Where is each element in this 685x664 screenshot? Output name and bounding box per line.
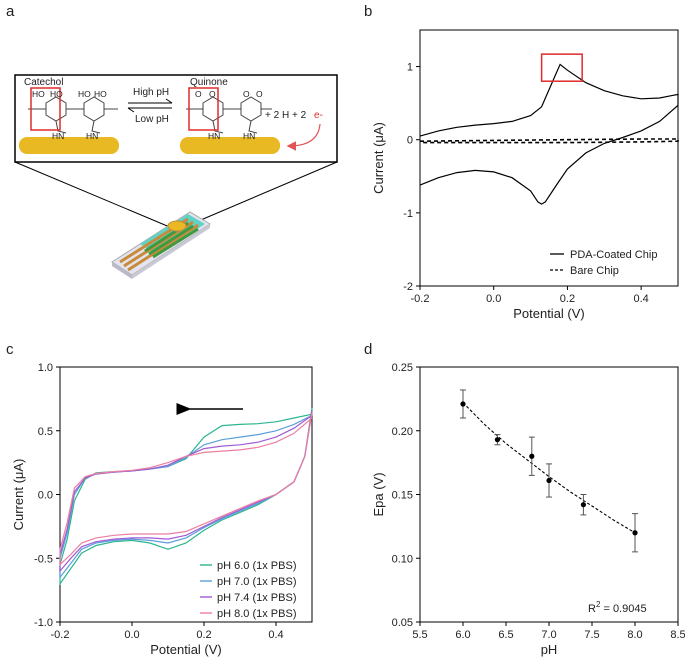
x-tick-label: -0.2 — [411, 293, 430, 305]
quinone-structure — [186, 96, 272, 134]
catechol-label: Catechol — [24, 77, 63, 88]
electrode-right — [180, 137, 280, 154]
y-axis-label: Current (μA) — [371, 122, 386, 194]
x-tick-label: 0.2 — [196, 629, 211, 641]
high-ph-label: High pH — [133, 87, 169, 98]
y-tick-label: -1 — [403, 208, 413, 220]
y-tick-label: 0.5 — [38, 426, 53, 438]
data-point — [529, 453, 535, 459]
data-point — [580, 502, 587, 508]
amine-label-1: HN — [52, 131, 64, 141]
reverse-arrow-head — [127, 107, 135, 113]
r-squared-value: = 0.9045 — [600, 603, 646, 615]
panel-label-a: a — [6, 3, 15, 20]
y-axis-label: Current (μA) — [11, 459, 26, 531]
oxo-label-4: O — [256, 89, 263, 99]
chart-b-cv-pda: -0.2 0.0 0.2 0.4 -2 -1 0 1 Potential (V) Current … — [371, 29, 679, 321]
panel-label-b: b — [364, 3, 372, 20]
legend-entry: pH 6.0 (1x PBS) — [217, 560, 296, 572]
hydroxyl-label-3: HO — [78, 89, 91, 99]
panel-label-c: c — [6, 341, 14, 358]
hydroxyl-label-2: HO — [50, 89, 63, 99]
legend-entry: pH 7.0 (1x PBS) — [217, 576, 296, 588]
reaction-products: + 2 H + 2 — [265, 110, 307, 121]
peak-highlight-box — [540, 53, 583, 82]
series-line-ph-1 — [59, 410, 313, 580]
forward-arrow-head — [165, 98, 173, 104]
panel-label-d: d — [364, 341, 372, 358]
oxo-label-3: O — [243, 89, 250, 99]
y-tick-label: 0.05 — [392, 617, 413, 629]
y-tick-label: -1.0 — [34, 617, 53, 629]
x-axis-label: pH — [541, 642, 558, 657]
data-point — [546, 477, 552, 484]
y-tick-label: 1 — [407, 62, 413, 74]
data-point — [494, 437, 500, 443]
amine-label-4: HN — [243, 131, 255, 141]
series-line-bare-chip — [419, 138, 679, 144]
data-point — [460, 401, 466, 407]
x-tick-label: 0.2 — [560, 293, 575, 305]
hydroxyl-label-4: HO — [94, 89, 107, 99]
chart-c-cv-ph: -0.2 0.0 0.2 0.4 -1.0 -0.5 0.0 0.5 1.0 Potential … — [11, 362, 313, 657]
x-tick-label: 7.0 — [541, 629, 556, 641]
y-tick-label: 0.15 — [392, 490, 413, 502]
schematic-panel: HO HO HO HO HN HN Catechol High pH Low p… — [14, 74, 338, 279]
legend-entry: pH 8.0 (1x PBS) — [217, 608, 296, 620]
x-axis-label: Potential (V) — [150, 642, 222, 657]
legend-entry: PDA-Coated Chip — [570, 249, 657, 261]
zoom-line-right — [181, 161, 338, 229]
y-axis-label: Epa (V) — [371, 472, 386, 516]
y-tick-label: 1.0 — [38, 362, 53, 374]
amine-label-3: HN — [208, 131, 220, 141]
series-line-pda-coated — [419, 63, 679, 205]
catechol-highlight-box — [30, 87, 61, 131]
r-squared-annotation: R2 = 0.9045 — [588, 600, 647, 615]
plot-frame — [419, 29, 679, 287]
series-line-ph-2 — [59, 410, 313, 573]
zoom-line-left — [14, 161, 173, 229]
y-tick-label: 0.0 — [38, 490, 53, 502]
data-point — [632, 530, 638, 536]
legend-entry: pH 7.4 (1x PBS) — [217, 592, 296, 604]
catechol-structure — [28, 96, 118, 134]
x-tick-label: 0.4 — [268, 629, 283, 641]
x-tick-label: 0.0 — [486, 293, 501, 305]
y-tick-label: -0.5 — [34, 553, 53, 565]
x-tick-label: 7.5 — [584, 629, 599, 641]
amine-label-2: HN — [86, 131, 98, 141]
legend-entry: Bare Chip — [570, 265, 619, 277]
oxo-label-2: O — [209, 89, 216, 99]
hydroxyl-label-1: HO — [32, 89, 45, 99]
x-tick-label: -0.2 — [51, 629, 70, 641]
x-tick-label: 6.0 — [455, 629, 470, 641]
y-tick-label: 0.25 — [392, 362, 413, 374]
low-ph-label: Low pH — [135, 114, 169, 125]
x-tick-label: 8.5 — [670, 629, 685, 641]
y-tick-label: 0.10 — [392, 553, 413, 565]
series-line-ph-3 — [59, 412, 313, 566]
x-tick-label: 6.5 — [498, 629, 513, 641]
electrode-left — [19, 137, 119, 154]
x-tick-label: 0.4 — [633, 293, 648, 305]
oxo-label-1: O — [195, 89, 202, 99]
sensor-chip — [111, 211, 211, 279]
x-axis-label: Potential (V) — [513, 306, 585, 321]
r-squared-superscript: 2 — [596, 600, 601, 609]
chart-d-epa-vs-ph: 5.5 6.0 6.5 7.0 7.5 8.0 8.5 0.05 0.10 0.15 0.20 0.2… — [371, 362, 685, 657]
quinone-highlight-box — [188, 87, 219, 131]
electron-label: e- — [314, 110, 323, 121]
quinone-label: Quinone — [190, 77, 228, 88]
r-squared-prefix: R — [588, 603, 596, 615]
x-tick-label: 5.5 — [412, 629, 427, 641]
electron-transfer-arrow — [286, 123, 321, 151]
x-tick-label: 0.0 — [124, 629, 139, 641]
y-tick-label: 0.20 — [392, 426, 413, 438]
fit-curve — [462, 402, 636, 534]
y-tick-label: -2 — [403, 281, 413, 293]
x-tick-label: 8.0 — [627, 629, 642, 641]
y-tick-label: 0 — [407, 135, 413, 147]
